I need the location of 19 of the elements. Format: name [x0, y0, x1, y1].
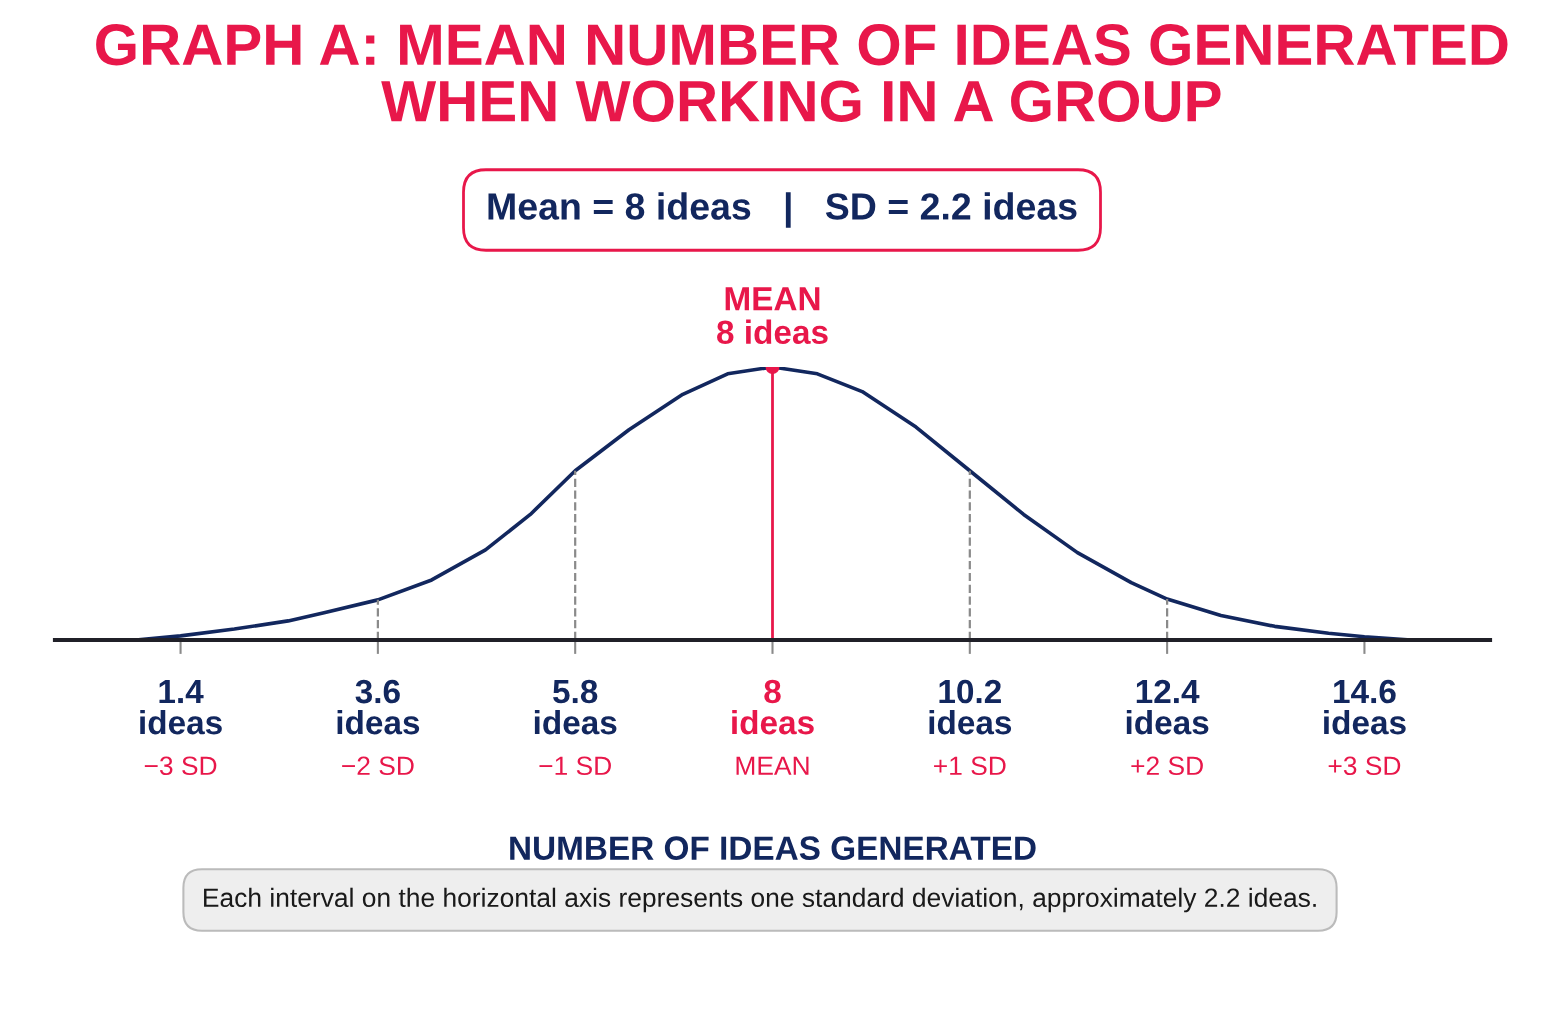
text: −2 SD: [342, 756, 414, 776]
text: Each interval on the horizontal axis represents one standard deviation, approximately 2.2 ideas.: [204, 887, 1316, 913]
x-tick-label: 12.4 ideas: [1126, 679, 1209, 735]
text: −1 SD: [539, 756, 611, 776]
chart-title: GRAPH A: MEAN NUMBER OF IDEAS GENERATED WHEN WORKING IN A GROUP: [96, 24, 1508, 122]
x-tick-label: 5.8 ideas: [534, 679, 617, 735]
x-tick-label: 8 ideas: [732, 679, 814, 735]
text: MEAN: [736, 756, 809, 775]
ref-line-label: MEAN 8 ideas: [717, 287, 828, 345]
text: −3 SD: [144, 756, 217, 776]
x-tick-label: 10.2 ideas: [929, 679, 1012, 735]
chart-subtitle: Mean = 8 ideas | SD = 2.2 ideas: [488, 192, 1077, 228]
x-tick-label: 14.6 ideas: [1324, 679, 1406, 735]
text: +2 SD: [1131, 756, 1203, 776]
x-axis-title: NUMBER OF IDEAS GENERATED: [510, 836, 1036, 860]
text: +1 SD: [934, 756, 1006, 776]
x-tick-label: 1.4 ideas: [140, 680, 222, 735]
text: +3 SD: [1328, 756, 1401, 776]
x-tick-label: 3.6 ideas: [337, 679, 420, 735]
